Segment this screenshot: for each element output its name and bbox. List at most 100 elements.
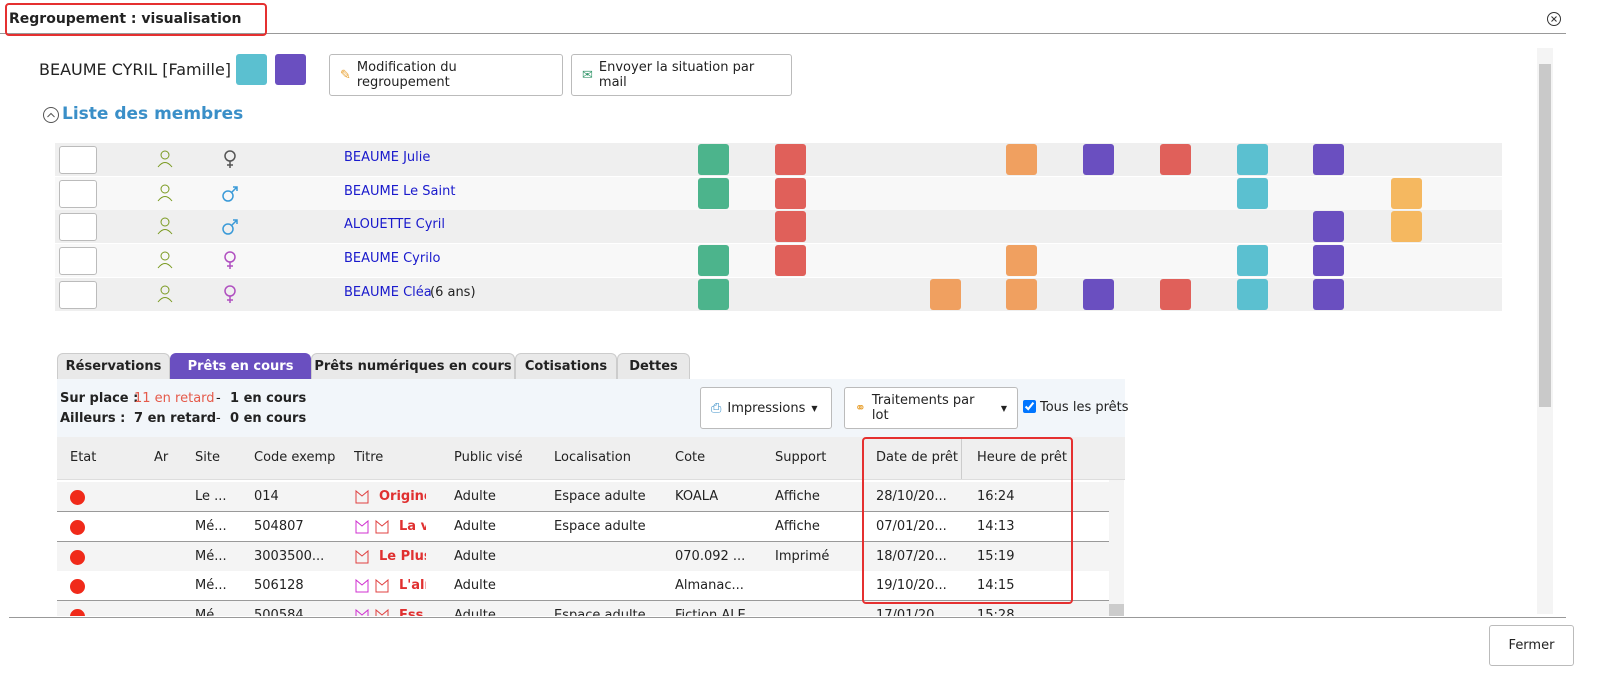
- status-icon[interactable]: [1313, 245, 1344, 277]
- cell-site: Mé...: [195, 578, 227, 594]
- member-name[interactable]: BEAUME Julie: [344, 150, 431, 165]
- status-dot: [70, 609, 85, 616]
- cell-date: 28/10/20...: [876, 489, 947, 504]
- all-loans-checkbox[interactable]: [1023, 400, 1036, 413]
- tab[interactable]: Prêts en cours: [170, 353, 311, 379]
- column-header[interactable]: Titre: [354, 450, 384, 465]
- link-button[interactable]: [59, 213, 97, 242]
- summary-label: Sur place :: [60, 391, 139, 406]
- close-icon[interactable]: [1546, 11, 1562, 27]
- status-icon[interactable]: [1237, 144, 1268, 175]
- mail-button[interactable]: ✉ Envoyer la situation par mail: [571, 54, 792, 96]
- cell-title: L'aln: [399, 578, 426, 594]
- close-button[interactable]: Fermer: [1489, 625, 1574, 666]
- status-icon[interactable]: [698, 278, 729, 310]
- title-rule: [0, 33, 1566, 34]
- separator: -: [216, 391, 221, 406]
- status-icon[interactable]: [1160, 144, 1191, 175]
- status-icon[interactable]: [1391, 211, 1422, 243]
- column-header[interactable]: Date de prêt: [876, 450, 958, 465]
- status-icon[interactable]: [775, 177, 806, 209]
- status-icon[interactable]: [775, 144, 806, 175]
- cell-public: Adulte: [454, 518, 496, 534]
- column-header[interactable]: Support: [775, 450, 827, 465]
- warning-icon[interactable]: [275, 54, 306, 85]
- window-title: Regroupement : visualisation: [9, 11, 242, 27]
- member-icons: [150, 250, 250, 270]
- cell-support: Imprimé: [775, 548, 830, 564]
- family-name: BEAUME CYRIL [Famille]: [39, 60, 232, 79]
- button-label: Modification du regroupement: [356, 60, 457, 90]
- column-header[interactable]: Public visé: [454, 450, 523, 465]
- cell-public: Adulte: [454, 608, 496, 616]
- cell-date: 19/10/20...: [876, 578, 947, 594]
- status-icon[interactable]: [1237, 177, 1268, 209]
- cell-code: 504807: [254, 518, 304, 534]
- status-dot: [70, 579, 85, 595]
- status-icon[interactable]: [1083, 144, 1114, 175]
- status-icon[interactable]: [775, 245, 806, 277]
- tab[interactable]: Réservations: [57, 353, 170, 379]
- cell-code: 014: [254, 489, 279, 504]
- cell-title: Ess: [399, 608, 424, 616]
- column-header[interactable]: Cote: [675, 450, 706, 465]
- member-name[interactable]: BEAUME Le Saint: [344, 183, 456, 199]
- print-button[interactable]: ⎙ Impressions ▼: [700, 387, 832, 429]
- tab[interactable]: Dettes: [617, 353, 690, 379]
- cell-time: 15:19: [977, 548, 1015, 564]
- batch-button[interactable]: ⚭ Traitements par lot ▼: [844, 387, 1018, 429]
- collapse-icon[interactable]: [42, 106, 60, 124]
- column-header[interactable]: Ar: [154, 450, 169, 465]
- table-row: Le ... 014 Origine Adulte Espace adulte KOALA…: [57, 482, 1109, 512]
- link-button[interactable]: [59, 247, 97, 276]
- column-header[interactable]: Site c: [195, 450, 223, 465]
- link-button[interactable]: [59, 280, 97, 309]
- summary-late: 11 en retard: [134, 391, 215, 406]
- status-icon[interactable]: [1160, 278, 1191, 310]
- status-icon[interactable]: [698, 144, 729, 175]
- member-name[interactable]: BEAUME Cléa: [344, 284, 432, 300]
- status-icon[interactable]: [1083, 278, 1114, 310]
- cell-date: 18/07/20...: [876, 548, 947, 564]
- member-row: [55, 277, 1502, 311]
- cell-code: 3003500...: [254, 548, 325, 564]
- status-icon[interactable]: [698, 245, 729, 277]
- status-icon[interactable]: [1313, 211, 1344, 243]
- tab[interactable]: Prêts numériques en cours: [311, 353, 515, 379]
- cell-date: 07/01/20...: [876, 518, 947, 534]
- column-header[interactable]: Heure de prêt: [977, 450, 1067, 465]
- column-header[interactable]: Etat: [70, 450, 97, 465]
- status-icon[interactable]: [1313, 278, 1344, 310]
- member-name[interactable]: ALOUETTE Cyril: [344, 217, 445, 233]
- cell-site: Le ...: [195, 489, 227, 504]
- link-button[interactable]: [59, 146, 97, 174]
- cell-support: Affiche: [775, 518, 820, 534]
- separator: -: [216, 411, 221, 426]
- edit-button[interactable]: ✎ Modification du regroupement: [329, 54, 563, 96]
- column-header[interactable]: Code exemp: [254, 450, 336, 465]
- checkbox-label[interactable]: Tous les prêts: [1040, 400, 1129, 415]
- status-icon[interactable]: [1237, 245, 1268, 277]
- highlight-box: [5, 3, 267, 36]
- cell-location: Espace adulte: [554, 518, 646, 534]
- status-icon[interactable]: [930, 278, 961, 310]
- section-title[interactable]: Liste des membres: [62, 104, 244, 124]
- status-icon[interactable]: [1006, 245, 1037, 277]
- button-label: Fermer: [1508, 638, 1555, 653]
- status-icon[interactable]: [775, 211, 806, 243]
- status-icon[interactable]: [1006, 144, 1037, 175]
- status-icon[interactable]: [1313, 144, 1344, 175]
- cell-code: 506128: [254, 578, 304, 594]
- column-header[interactable]: Localisation: [554, 450, 631, 465]
- status-icon[interactable]: [1006, 278, 1037, 310]
- tab[interactable]: Cotisations: [515, 353, 617, 379]
- status-icon[interactable]: [1391, 177, 1422, 209]
- member-name[interactable]: BEAUME Cyrilo: [344, 251, 441, 267]
- status-icon[interactable]: [698, 177, 729, 209]
- table-row: Mé... 504807 La v Adulte Espace adulte Affich…: [57, 511, 1109, 542]
- link-button[interactable]: [59, 179, 97, 208]
- status-icon[interactable]: [1237, 278, 1268, 310]
- table-row: Mé... 3003500... Le Plus Adulte 070.092 ... I…: [57, 541, 1109, 572]
- chat-icon[interactable]: [236, 54, 267, 85]
- cell-public: Adulte: [454, 489, 496, 504]
